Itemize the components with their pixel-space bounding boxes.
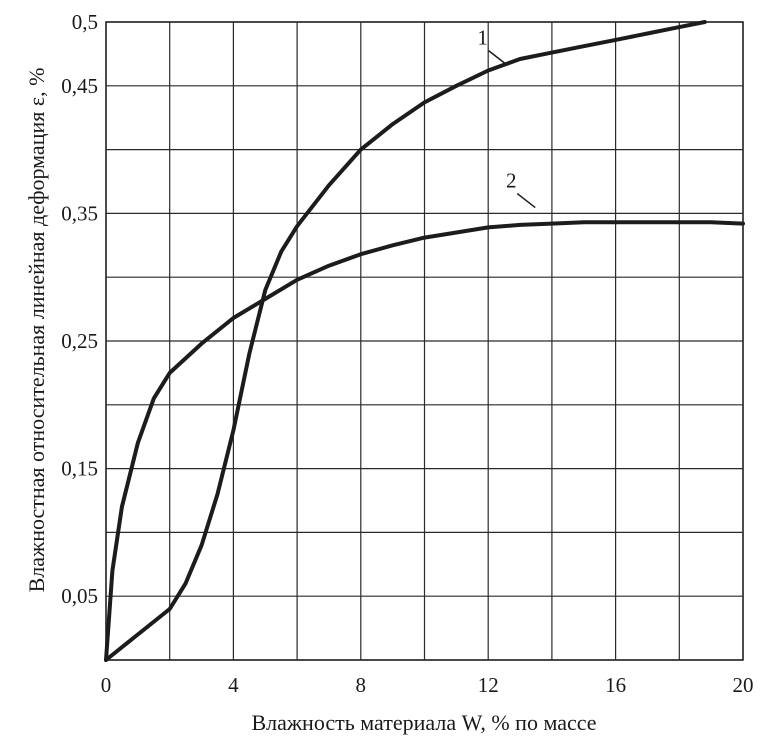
- y-tick-label: 0,35: [61, 201, 98, 225]
- y-tick-labels: 0,05 0,15 0,25 0,35 0,45 0,5: [61, 10, 98, 608]
- y-tick-label: 0,25: [61, 329, 98, 353]
- grid: [105, 21, 744, 661]
- y-tick-label: 0,15: [61, 457, 98, 481]
- x-tick-label: 16: [605, 673, 626, 697]
- series-layer: [104, 20, 745, 662]
- x-axis-label: Влажность материала W, % по массе: [251, 710, 596, 735]
- y-tick-label: 0,5: [72, 10, 98, 34]
- x-tick-label: 12: [478, 673, 499, 697]
- curve-label-2: 2: [506, 169, 517, 193]
- curve-label-leader: [488, 50, 508, 66]
- x-tick-label: 8: [356, 673, 367, 697]
- curve-label-leader: [516, 192, 536, 209]
- x-tick-label: 20: [733, 673, 754, 697]
- x-tick-labels: 0 4 8 12 16 20: [101, 673, 754, 697]
- y-tick-label: 0,05: [61, 584, 98, 608]
- x-tick-label: 4: [228, 673, 239, 697]
- series-line-2: [104, 220, 745, 662]
- plot-frame: [105, 21, 744, 661]
- y-axis-label: Влажностная относительная линейная дефор…: [24, 68, 49, 593]
- curve-label-1: 1: [477, 26, 488, 50]
- y-tick-label: 0,45: [61, 74, 98, 98]
- series-line-1: [104, 20, 707, 662]
- x-tick-label: 0: [101, 673, 112, 697]
- curve-labels: 12: [477, 26, 536, 209]
